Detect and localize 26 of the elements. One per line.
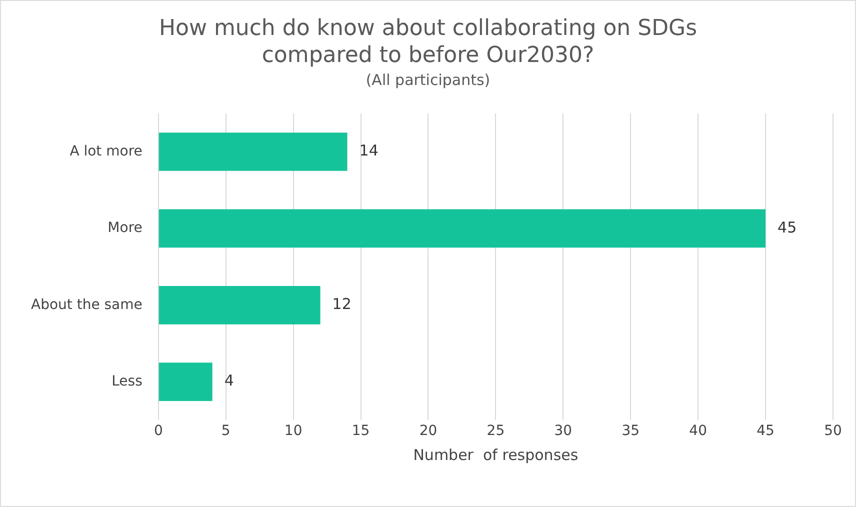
x-axis-title: Number of responses <box>413 446 578 464</box>
chart-subtitle: (All participants) <box>364 71 492 89</box>
data-label: 45 <box>778 218 797 236</box>
x-tick-label: 20 <box>419 423 438 440</box>
y-tick-label: A lot more <box>70 143 142 160</box>
x-tick-label: 50 <box>824 423 842 440</box>
x-tick-label: 25 <box>486 423 505 440</box>
data-label: 12 <box>332 295 352 314</box>
bar <box>158 286 320 324</box>
x-tick-label: 10 <box>284 423 302 440</box>
x-tick-label: 30 <box>554 423 572 440</box>
x-tick-label: 5 <box>221 423 230 440</box>
bar <box>158 209 766 248</box>
x-tick-label: 40 <box>689 423 707 440</box>
data-label: 4 <box>224 372 234 390</box>
bar <box>158 362 212 402</box>
bar <box>158 132 348 171</box>
y-tick-label: More <box>108 220 142 236</box>
data-label: 14 <box>359 142 378 160</box>
x-tick-label: 0 <box>154 423 163 440</box>
y-tick-label: Less <box>112 373 142 390</box>
x-tick-label: 35 <box>622 423 640 440</box>
y-tick-label: About the same <box>30 296 142 313</box>
chart-title: How much do know about collaborating on SDGs compared to before Our2030? <box>158 15 698 69</box>
x-tick-label: 45 <box>756 423 774 440</box>
x-tick-label: 15 <box>352 423 370 440</box>
